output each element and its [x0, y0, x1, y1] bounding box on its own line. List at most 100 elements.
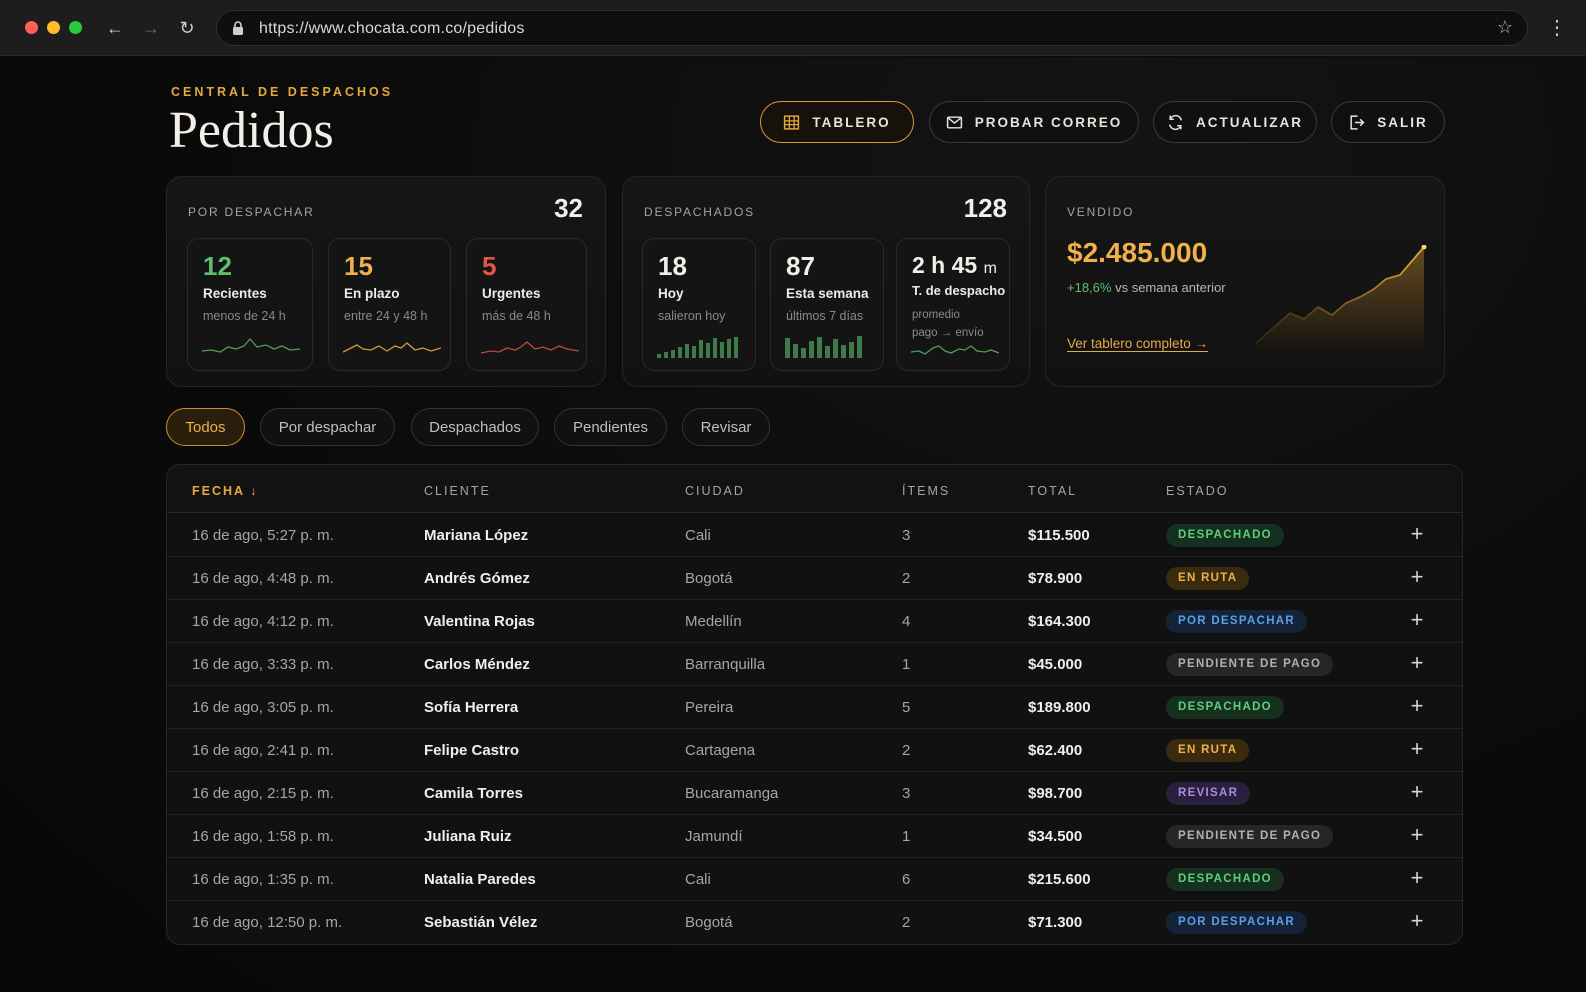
row-items: 2 [902, 742, 911, 759]
lock-icon [233, 21, 243, 35]
actualizar-label: ACTUALIZAR [1196, 114, 1303, 130]
column-cliente[interactable]: CLIENTE [424, 484, 491, 498]
status-badge: POR DESPACHAR [1166, 911, 1308, 934]
hoy-bar-sparkline [657, 337, 738, 358]
por-despachar-card: POR DESPACHAR 32 12 Recientes menos de 2… [166, 176, 606, 387]
row-cliente: Felipe Castro [424, 742, 520, 759]
table-row[interactable]: 16 de ago, 3:33 p. m. Carlos Méndez Barran… [167, 643, 1462, 686]
tiempo-despacho-title: T. de despacho [912, 283, 1006, 298]
vendido-card: VENDIDO $2.485.000 +18,6% vs semana ante… [1045, 176, 1445, 387]
table-row[interactable]: 16 de ago, 4:12 p. m. Valentina Rojas Mede… [167, 600, 1462, 643]
column-ciudad[interactable]: CIUDAD [685, 484, 745, 498]
expand-row-plus-icon[interactable]: + [1410, 736, 1424, 761]
row-fecha: 16 de ago, 2:41 p. m. [192, 742, 334, 759]
row-cliente: Juliana Ruiz [424, 828, 512, 845]
row-fecha: 16 de ago, 12:50 p. m. [192, 914, 343, 931]
table-row[interactable]: 16 de ago, 3:05 p. m. Sofía Herrera Pereir… [167, 686, 1462, 729]
row-items: 3 [902, 785, 911, 802]
address-bar[interactable]: https://www.chocata.com.co/pedidos ☆ [216, 10, 1528, 46]
ver-tablero-link[interactable]: Ver tablero completo → [1067, 336, 1209, 351]
row-total: $98.700 [1028, 785, 1083, 802]
table-row[interactable]: 16 de ago, 1:35 p. m. Natalia Paredes Cali… [167, 858, 1462, 901]
urgentes-tile[interactable]: 5 Urgentes más de 48 h [466, 238, 587, 371]
hoy-tile[interactable]: 18 Hoy salieron hoy [642, 238, 756, 371]
forward-arrow-icon[interactable]: → [142, 18, 160, 38]
status-badge: REVISAR [1166, 782, 1251, 805]
row-items: 3 [902, 527, 911, 544]
vendido-trend-line [1255, 246, 1425, 344]
minimize-window-dot[interactable] [47, 21, 60, 34]
filter-revisar[interactable]: Revisar [682, 408, 770, 446]
vendido-change-text: +18,6% vs semana anterior [1067, 280, 1226, 295]
recientes-tile[interactable]: 12 Recientes menos de 24 h [187, 238, 313, 371]
row-fecha: 16 de ago, 4:12 p. m. [192, 613, 334, 630]
column-items[interactable]: ÍTEMS [902, 484, 951, 498]
expand-row-plus-icon[interactable]: + [1410, 865, 1424, 890]
row-cliente: Carlos Méndez [424, 656, 530, 673]
probar-correo-button[interactable]: PROBAR CORREO [929, 101, 1139, 143]
close-window-dot[interactable] [25, 21, 38, 34]
page-eyebrow: CENTRAL DE DESPACHOS [171, 85, 394, 99]
expand-row-plus-icon[interactable]: + [1410, 650, 1424, 675]
row-ciudad: Pereira [685, 699, 734, 716]
back-arrow-icon[interactable]: ← [106, 18, 124, 38]
vendido-trend-endpoint [1421, 245, 1427, 250]
vendido-trend-area [1256, 247, 1424, 355]
expand-row-plus-icon[interactable]: + [1410, 693, 1424, 718]
bookmark-star-icon[interactable]: ☆ [1496, 17, 1513, 37]
esta-semana-sub: últimos 7 días [786, 309, 864, 323]
filter-pendientes[interactable]: Pendientes [554, 408, 667, 446]
mail-icon [946, 115, 962, 129]
column-estado[interactable]: ESTADO [1166, 484, 1229, 498]
status-badge: DESPACHADO [1166, 696, 1284, 719]
tiempo-despacho-sub2: pago → envío [912, 327, 984, 339]
browser-menu-icon[interactable]: ⋮ [1547, 17, 1567, 39]
vendido-trend-chart [1255, 245, 1427, 355]
tiempo-despacho-sparkline [911, 345, 999, 355]
table-row[interactable]: 16 de ago, 5:27 p. m. Mariana López Cali 3 $… [167, 514, 1462, 557]
status-badge: POR DESPACHAR [1166, 610, 1308, 633]
esta-semana-tile[interactable]: 87 Esta semana últimos 7 días [770, 238, 884, 371]
row-ciudad: Barranquilla [685, 656, 766, 673]
row-ciudad: Cali [685, 871, 711, 888]
en-plazo-sub: entre 24 y 48 h [344, 309, 428, 323]
expand-row-plus-icon[interactable]: + [1410, 822, 1424, 847]
en-plazo-tile[interactable]: 15 En plazo entre 24 y 48 h [328, 238, 451, 371]
recientes-sparkline [202, 338, 300, 353]
reload-icon[interactable]: ↻ [179, 18, 195, 38]
row-fecha: 16 de ago, 4:48 p. m. [192, 570, 334, 587]
tiempo-despacho-unit: m [983, 260, 997, 277]
maximize-window-dot[interactable] [69, 21, 82, 34]
row-total: $189.800 [1028, 699, 1091, 716]
page-title: Pedidos [169, 102, 334, 159]
table-row[interactable]: 16 de ago, 12:50 p. m. Sebastián Vélez Bog… [167, 901, 1462, 944]
expand-row-plus-icon[interactable]: + [1410, 908, 1424, 933]
expand-row-plus-icon[interactable]: + [1410, 564, 1424, 589]
column-fecha[interactable]: FECHA ↓ [192, 484, 259, 498]
tiempo-despacho-main: 2 h 45 [912, 252, 978, 278]
filter-por-despachar[interactable]: Por despachar [260, 408, 395, 446]
refresh-icon [1168, 114, 1183, 130]
expand-row-plus-icon[interactable]: + [1410, 607, 1424, 632]
table-row[interactable]: 16 de ago, 2:15 p. m. Camila Torres Bucara… [167, 772, 1462, 815]
despachados-label: DESPACHADOS [644, 205, 755, 219]
row-items: 5 [902, 699, 911, 716]
status-badge: DESPACHADO [1166, 868, 1284, 891]
salir-button[interactable]: SALIR [1331, 101, 1445, 143]
expand-row-plus-icon[interactable]: + [1410, 521, 1424, 546]
expand-row-plus-icon[interactable]: + [1410, 779, 1424, 804]
filter-todos[interactable]: Todos [166, 408, 245, 446]
table-row[interactable]: 16 de ago, 1:58 p. m. Juliana Ruiz Jamundí… [167, 815, 1462, 858]
filter-despachados[interactable]: Despachados [411, 408, 539, 446]
row-fecha: 16 de ago, 5:27 p. m. [192, 527, 334, 544]
column-total[interactable]: TOTAL [1028, 484, 1078, 498]
tablero-button[interactable]: TABLERO [760, 101, 914, 143]
status-badge: EN RUTA [1166, 739, 1250, 762]
table-row[interactable]: 16 de ago, 4:48 p. m. Andrés Gómez Bogotá 2… [167, 557, 1462, 600]
actualizar-button[interactable]: ACTUALIZAR [1153, 101, 1317, 143]
table-row[interactable]: 16 de ago, 2:41 p. m. Felipe Castro Cartag… [167, 729, 1462, 772]
urgentes-sub: más de 48 h [482, 309, 551, 323]
row-fecha: 16 de ago, 3:05 p. m. [192, 699, 334, 716]
tiempo-despacho-tile[interactable]: 2 h 45 m T. de despacho promedio pago → … [896, 238, 1010, 371]
row-cliente: Camila Torres [424, 785, 523, 802]
